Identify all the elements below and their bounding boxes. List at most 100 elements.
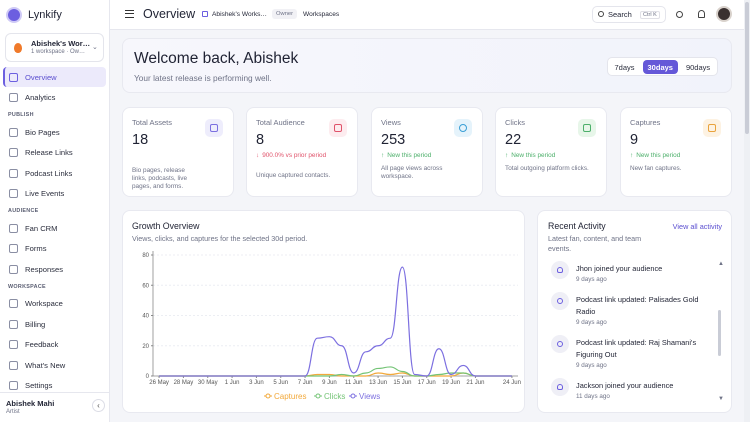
nav-item[interactable]: Workspace [3,294,106,314]
icon-glyph [557,341,563,347]
y-tick-label: 20 [142,344,149,350]
stat-value: 253 [381,132,406,148]
stat-label: Captures [630,118,661,127]
range-button[interactable]: 90days [685,62,711,72]
icon-glyph [557,267,563,273]
activity-card: Recent Activity View all activity Latest… [537,210,732,413]
legend-marker [265,393,271,399]
trend-arrow: ↑ [630,152,634,159]
stat-trend: ↑ New this period [381,152,477,160]
stat-icon [454,119,472,137]
x-tick-label: 19 Jun [442,380,460,386]
scroll-down[interactable]: ▼ [718,396,724,402]
activity-icon [551,378,569,396]
icon-glyph [708,124,716,132]
nav-section: AUDIENCE [8,208,39,214]
activity-icon [551,292,569,310]
chart-title: Growth Overview [132,221,200,231]
x-tick-label: 9 Jun [322,380,337,386]
stat-note: Unique captured contacts. [256,172,331,179]
workspace-switcher[interactable]: Workspaces [303,11,340,18]
shortcut: Ctrl K [640,10,660,19]
search-box[interactable]: Search Ctrl K [592,6,666,23]
stat-value: 9 [630,132,639,148]
x-tick-label: 21 Jun [466,380,484,386]
nav-label: Responses [25,264,63,274]
workspace-name: Abishek's Wor… [31,39,91,48]
avatar[interactable] [716,6,732,22]
nav-icon [9,148,18,157]
nav-item[interactable]: Release Links [3,143,106,163]
nav-label: Forms [25,244,47,253]
user-role: Artist [6,409,20,415]
nav-item[interactable]: Fan CRM [3,218,106,238]
y-tick-label: 0 [146,374,150,380]
nav-label: Fan CRM [25,223,58,233]
scroll-thumb[interactable] [718,310,721,356]
nav-item[interactable]: Feedback [3,335,106,355]
scroll-thumb[interactable] [745,2,749,134]
x-tick-label: 24 Jun [503,380,521,386]
icon-glyph [459,124,467,132]
stat-card: Total Audience 8 ↓ 900.0% vs prior period Un… [246,107,358,197]
nav-item[interactable]: Bio Pages [3,122,106,142]
activity-icon [551,335,569,353]
activity-time: 11 days ago [576,393,610,400]
icon-glyph [210,124,218,132]
range-selector: 7days 30days 90days [607,57,718,76]
chart: 0 20 40 60 80 26 May 28 May 30 May 1 Jun 3 Jun 5 J… [142,251,521,401]
notifications[interactable] [698,10,705,18]
nav-item[interactable]: Responses [3,259,106,279]
legend-item[interactable]: Clicks [314,392,345,401]
legend-item[interactable]: Captures [264,392,306,401]
logo [6,7,22,23]
nav-item[interactable]: Analytics [3,88,106,108]
nav-label: Bio Pages [25,127,60,137]
nav-item[interactable]: Podcast Links [3,163,106,183]
scrollbar [744,0,750,422]
y-tick-label: 60 [142,283,149,289]
legend-item[interactable]: Views [349,392,380,401]
range-button[interactable]: 30days [642,59,678,74]
nav-item[interactable]: Live Events [3,184,106,204]
stat-value: 8 [256,132,265,148]
nav-item[interactable]: Settings [3,376,106,396]
menu-icon[interactable] [125,10,134,18]
collapse-button[interactable]: ‹ [92,399,105,412]
stat-note: New fan captures. [630,165,682,172]
nav-icon [9,168,18,178]
welcome-subtitle: Your latest release is performing well. [134,73,272,83]
nav-icon [9,381,18,390]
workspace-icon [202,11,208,17]
workspace-meta: 1 workspace · Ow… [31,49,86,55]
y-tick-label: 40 [142,314,149,320]
x-tick-label: 5 Jun [273,380,288,386]
menu-bar [125,13,134,15]
x-tick-label: 30 May [198,380,218,386]
activity-text: Podcast link updated: Raj Shamani's Figu… [576,338,697,359]
nav-item[interactable]: Billing [3,314,106,334]
stat-trend: ↑ New this period [630,152,726,160]
stat-label: Total Audience [256,118,305,127]
nav-icon [9,223,18,233]
nav-item[interactable]: Overview [3,67,106,87]
trend-arrow: ↑ [505,152,509,159]
divider [0,392,110,393]
scroll-up[interactable]: ▲ [718,261,724,267]
nav-item[interactable]: What's New [3,355,106,375]
topbar: Overview Abishek's Works… Owner Workspac… [110,0,744,30]
breadcrumb-workspace[interactable]: Abishek's Works… [212,11,268,18]
view-all-link[interactable]: View all activity [672,222,722,231]
nav-item[interactable]: Forms [3,239,106,259]
workspace-selector[interactable]: Abishek's Wor… 1 workspace · Ow… ⌄ [5,33,104,62]
trend-text: 900.0% vs prior period [262,152,327,159]
nav-icon [9,72,18,82]
theme-toggle[interactable] [676,11,683,18]
nav-label: Feedback [25,340,59,349]
nav-icon [9,340,18,349]
sidebar: Lynkify Abishek's Wor… 1 workspace · Ow…… [0,0,110,422]
range-button[interactable]: 7days [614,62,635,72]
legend-label: Views [359,392,380,401]
stat-note: Bio pages, release links, podcasts, live… [132,167,188,191]
